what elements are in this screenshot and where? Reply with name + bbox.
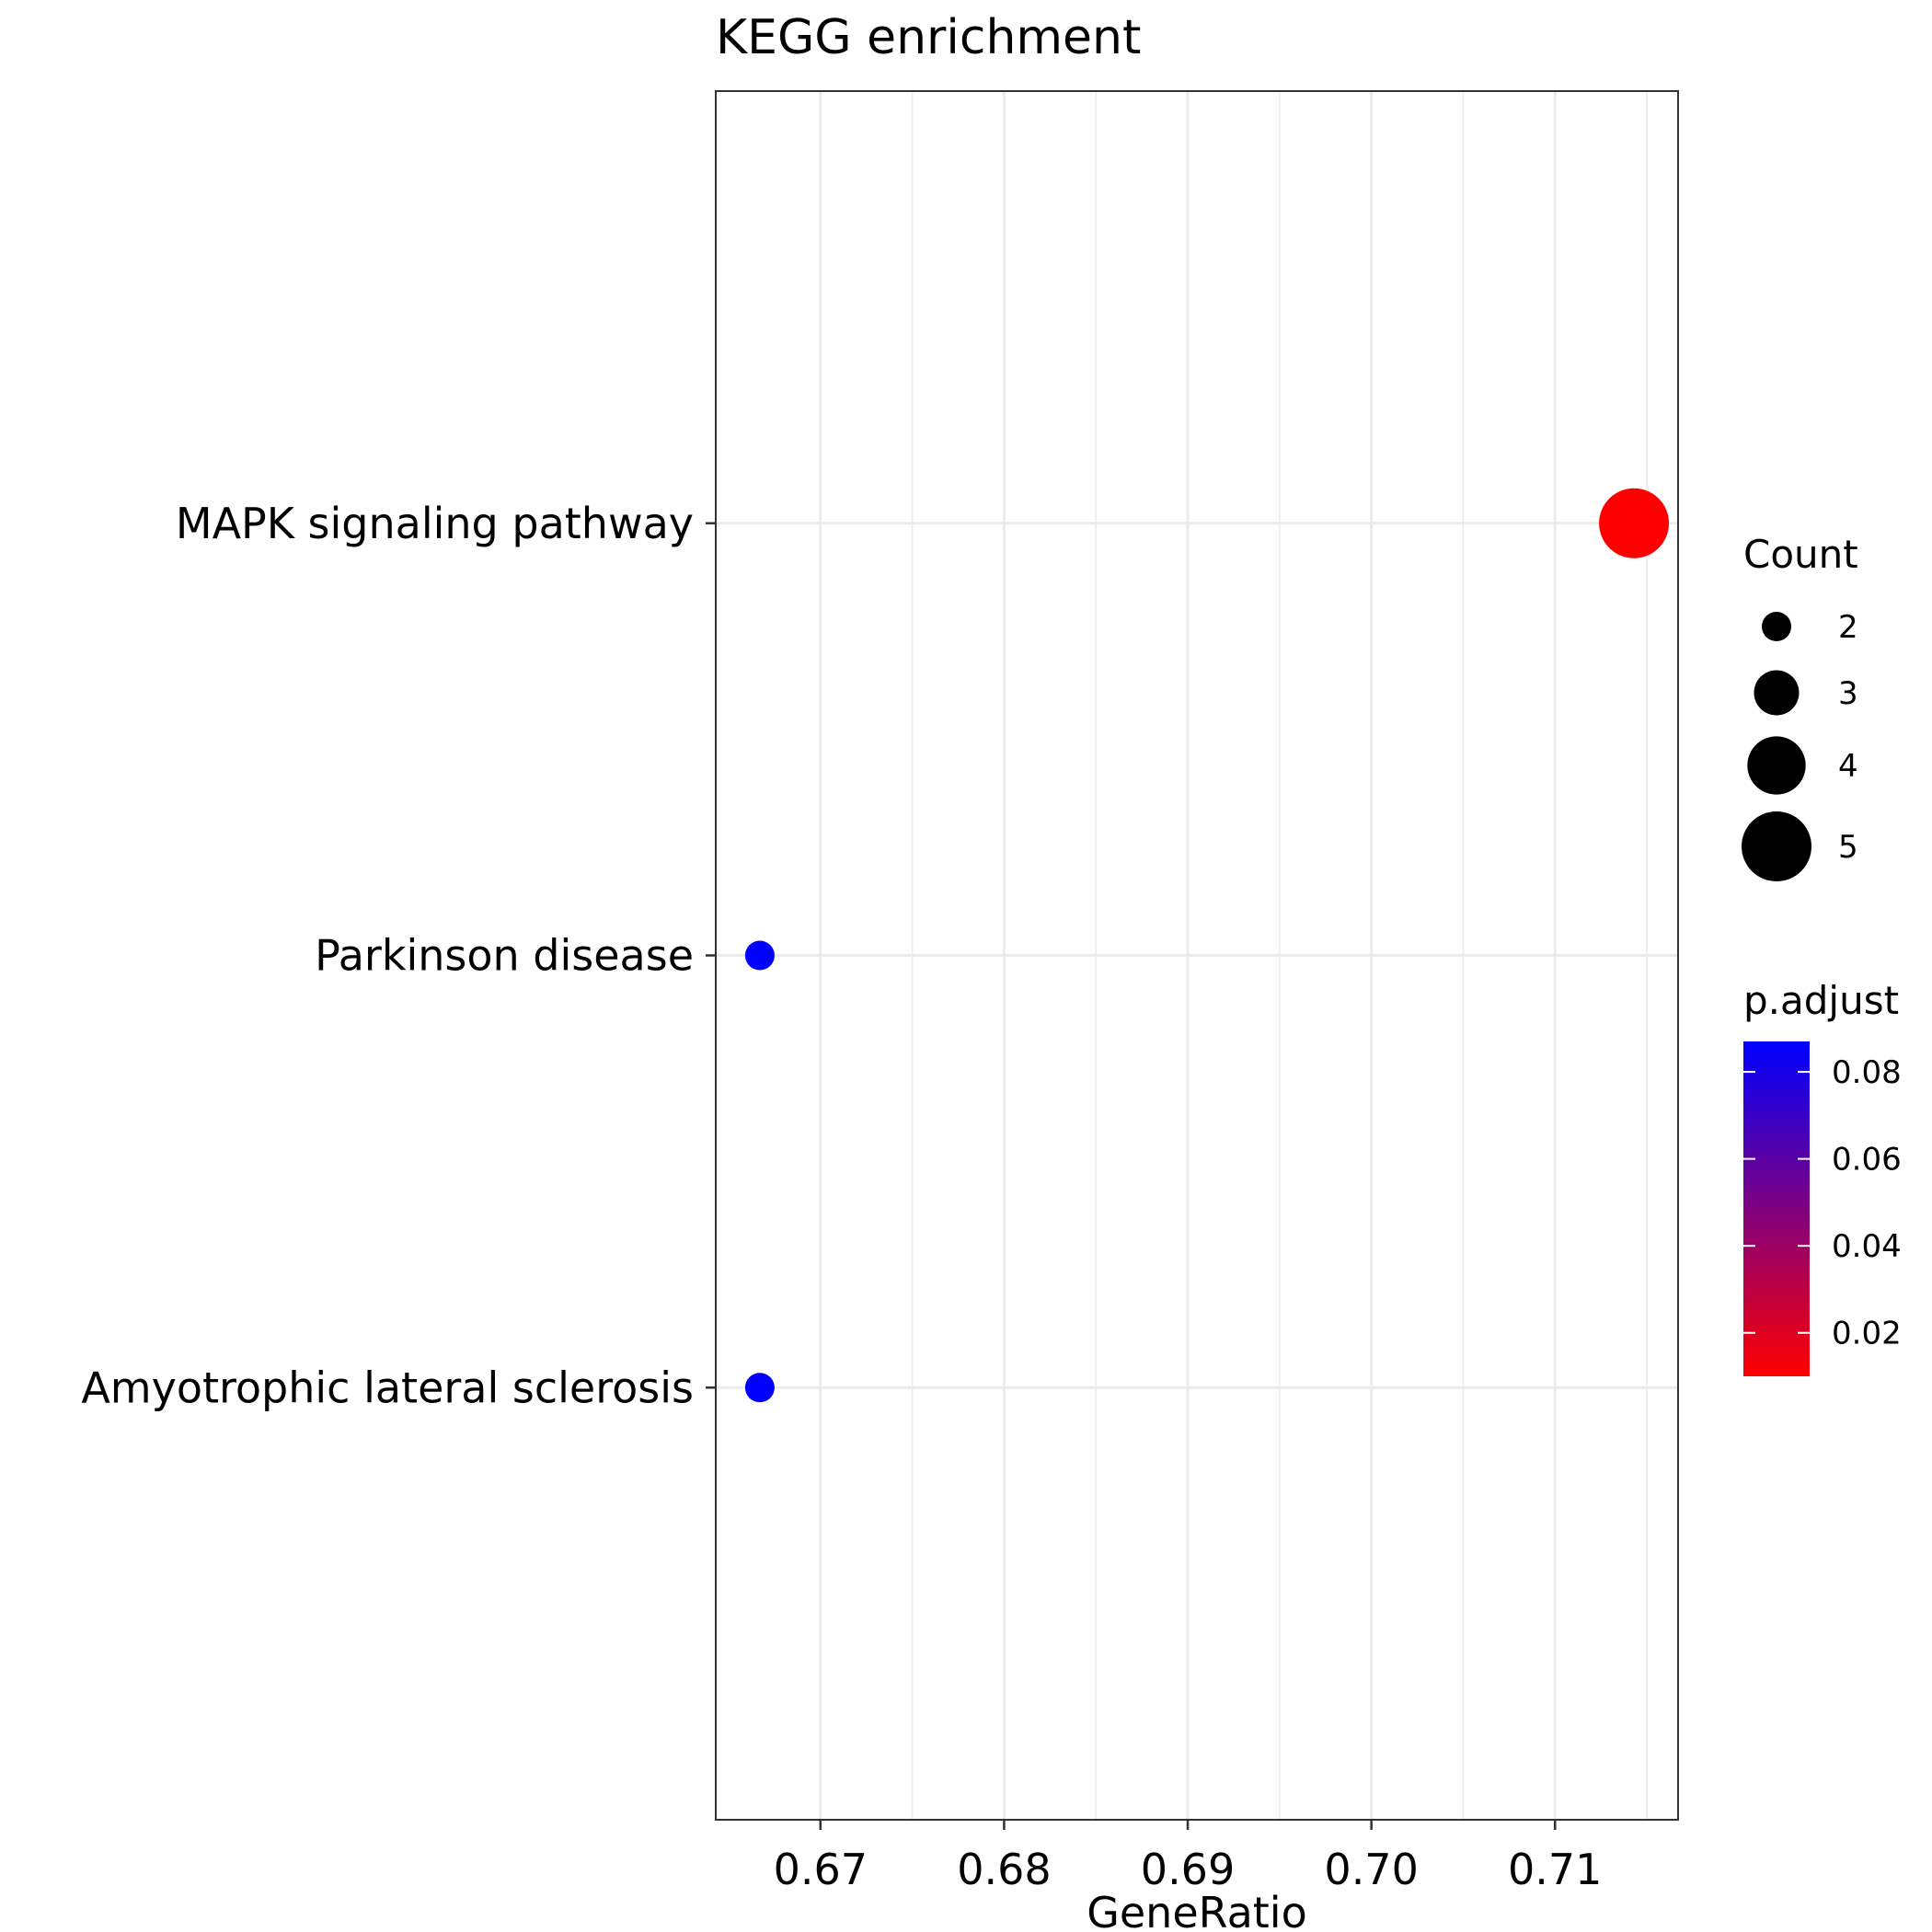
size-legend-title: Count <box>1743 532 1858 577</box>
size-legend-label: 3 <box>1838 675 1858 712</box>
color-legend-label: 0.06 <box>1832 1142 1902 1179</box>
size-legend-key <box>1754 670 1800 716</box>
chart-title: KEGG enrichment <box>716 10 1141 65</box>
y-tick-label: Amyotrophic lateral sclerosis <box>81 1363 694 1412</box>
color-legend-label: 0.08 <box>1832 1054 1902 1091</box>
y-axis: MAPK signaling pathway Parkinson disease A… <box>81 499 716 1412</box>
x-tick-label: 0.67 <box>774 1845 868 1894</box>
color-legend-label: 0.02 <box>1832 1316 1902 1352</box>
x-axis-label: GeneRatio <box>1087 1888 1307 1932</box>
color-legend-title: p.adjust <box>1743 978 1899 1023</box>
color-legend-label: 0.04 <box>1832 1228 1902 1265</box>
data-point <box>744 940 775 971</box>
x-tick-label: 0.70 <box>1324 1845 1418 1894</box>
size-legend-key <box>1762 612 1791 641</box>
x-tick-label: 0.71 <box>1508 1845 1602 1894</box>
x-tick-label: 0.69 <box>1141 1845 1235 1894</box>
grid-major <box>716 91 1678 1820</box>
size-legend-key <box>1747 736 1806 795</box>
size-legend-label: 4 <box>1838 748 1858 785</box>
y-tick-label: MAPK signaling pathway <box>176 499 694 548</box>
size-legend-label: 2 <box>1838 609 1858 646</box>
y-tick-label: Parkinson disease <box>315 931 694 981</box>
x-axis: 0.67 0.68 0.69 0.70 0.71 <box>774 1820 1602 1894</box>
size-legend-label: 5 <box>1838 829 1858 866</box>
color-legend-bar <box>1743 1041 1810 1376</box>
size-legend: Count 2 3 4 5 <box>1742 532 1858 881</box>
data-point <box>1599 488 1670 558</box>
size-legend-key <box>1742 811 1811 881</box>
data-point <box>744 1373 775 1403</box>
data-points <box>744 488 1670 1403</box>
color-legend: p.adjust 0.08 0.06 0.04 0.02 <box>1743 978 1902 1376</box>
x-tick-label: 0.68 <box>957 1845 1051 1894</box>
